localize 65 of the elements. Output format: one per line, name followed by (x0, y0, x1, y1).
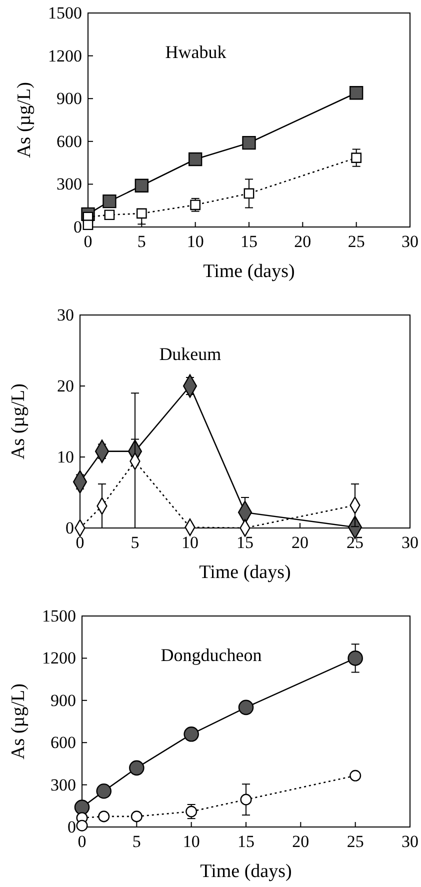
y-tick-label: 600 (50, 733, 76, 752)
x-tick-label: 10 (186, 232, 204, 252)
x-tick-label: 15 (238, 832, 254, 852)
point (240, 794, 252, 806)
x-tick-label: 20 (292, 533, 308, 552)
x-tick-label: 25 (346, 533, 364, 552)
x-tick-label: 5 (132, 832, 141, 852)
y-tick-label: 1200 (48, 46, 82, 66)
x-tick-label: 20 (294, 232, 312, 252)
y-tick-label: 600 (56, 132, 82, 151)
y-tick-label: 300 (56, 174, 82, 194)
point (104, 210, 115, 220)
y-tick-label: 30 (57, 305, 74, 324)
point (244, 188, 254, 199)
point (351, 152, 362, 163)
y-tick-label: 900 (50, 690, 76, 710)
point (82, 220, 94, 230)
point (349, 86, 364, 100)
text: Hwabuk (165, 42, 226, 62)
text: Dukeum (159, 344, 222, 364)
x-tick-label: 20 (292, 832, 310, 852)
point (184, 726, 199, 742)
point (76, 820, 88, 832)
y-tick-label: 20 (57, 376, 74, 396)
point (238, 700, 254, 716)
x-tick-label: 30 (402, 232, 418, 252)
point (136, 208, 147, 219)
point (129, 760, 144, 776)
x-axis-title: Time (days) (200, 861, 292, 882)
point (348, 650, 363, 666)
point (134, 178, 149, 192)
y-tick-label: 0 (74, 217, 82, 236)
y-tick-label: 1500 (48, 3, 82, 22)
point (242, 136, 256, 150)
point (96, 783, 112, 799)
y-tick-label: 1500 (42, 606, 76, 626)
y-tick-label: 300 (50, 775, 76, 794)
x-tick-label: 15 (236, 533, 254, 552)
y-tick-label: 900 (56, 89, 82, 108)
x-tick-label: 10 (182, 832, 200, 852)
x-axis-title: Time (days) (199, 562, 291, 583)
y-tick-label: 10 (57, 447, 74, 466)
point (130, 810, 142, 822)
point (98, 810, 110, 822)
point (190, 200, 201, 210)
point (74, 800, 90, 815)
text: Dongducheon (160, 645, 262, 665)
y-tick-label: 1200 (42, 648, 76, 668)
y-tick-label: 0 (66, 518, 74, 538)
x-tick-label: 5 (130, 533, 140, 552)
x-tick-label: 30 (402, 832, 418, 852)
y-axis-title: As (µg/L) (8, 684, 29, 760)
x-tick-label: 30 (402, 533, 418, 552)
y-tick-label: 0 (68, 817, 76, 836)
x-tick-label: 25 (346, 832, 364, 852)
x-tick-label: 10 (182, 533, 198, 552)
x-tick-label: 25 (348, 232, 365, 252)
x-tick-label: 5 (137, 232, 146, 252)
x-axis-title: Time (days) (203, 261, 295, 282)
y-axis-title: As (µg/L) (14, 82, 35, 158)
y-axis-title: As (µg/L) (8, 384, 29, 460)
x-tick-label: 15 (240, 232, 258, 252)
point (350, 770, 362, 782)
point (188, 152, 202, 166)
point (102, 194, 116, 208)
